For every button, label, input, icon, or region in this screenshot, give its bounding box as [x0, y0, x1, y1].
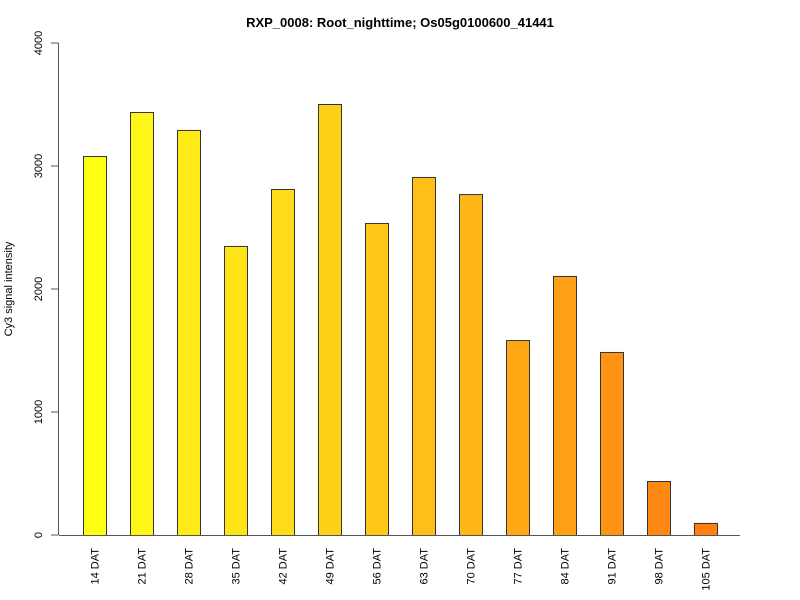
x-tick-label: 21 DAT: [137, 548, 149, 585]
y-tick-label: 2000: [33, 277, 45, 301]
bar: [130, 112, 154, 537]
bar: [553, 275, 577, 536]
bar: [600, 351, 624, 537]
x-tick-label: 77 DAT: [513, 548, 525, 585]
x-axis-labels: 14 DAT 21 DAT 28 DAT 35 DAT 42 DAT 49 DAT 56 D…: [90, 548, 713, 591]
x-tick-label: 84 DAT: [560, 548, 572, 585]
bar: [459, 194, 483, 536]
x-tick-label: 14 DAT: [90, 548, 102, 585]
bar: [271, 189, 295, 536]
bars: [83, 104, 718, 537]
bar: [318, 104, 342, 537]
chart-title: RXP_0008: Root_nighttime; Os05g0100600_4…: [246, 15, 554, 30]
x-tick-label: 98 DAT: [654, 548, 666, 585]
x-tick-label: 28 DAT: [184, 548, 196, 585]
bar: [177, 129, 201, 536]
x-tick-label: 56 DAT: [372, 548, 384, 585]
y-tick-label: 0: [33, 532, 45, 538]
x-tick-label: 35 DAT: [231, 548, 243, 585]
bar: [506, 340, 530, 537]
bar: [365, 222, 389, 536]
bar: [647, 481, 671, 536]
x-tick-label: 49 DAT: [325, 548, 337, 585]
bar: [224, 245, 248, 536]
x-tick-label: 105 DAT: [701, 548, 713, 591]
y-tick-label: 4000: [33, 31, 45, 55]
y-tick-label: 1000: [33, 400, 45, 424]
x-tick-label: 63 DAT: [419, 548, 431, 585]
x-tick-label: 70 DAT: [466, 548, 478, 585]
bar: [83, 156, 107, 537]
x-tick-label: 91 DAT: [607, 548, 619, 585]
x-tick-label: 42 DAT: [278, 548, 290, 585]
bar: [412, 176, 436, 537]
y-axis: 0 1000 2000 3000 4000: [33, 31, 59, 538]
y-axis-label: Cy3 signal intensity: [3, 241, 15, 336]
bar: [694, 522, 718, 536]
y-tick-label: 3000: [33, 154, 45, 178]
